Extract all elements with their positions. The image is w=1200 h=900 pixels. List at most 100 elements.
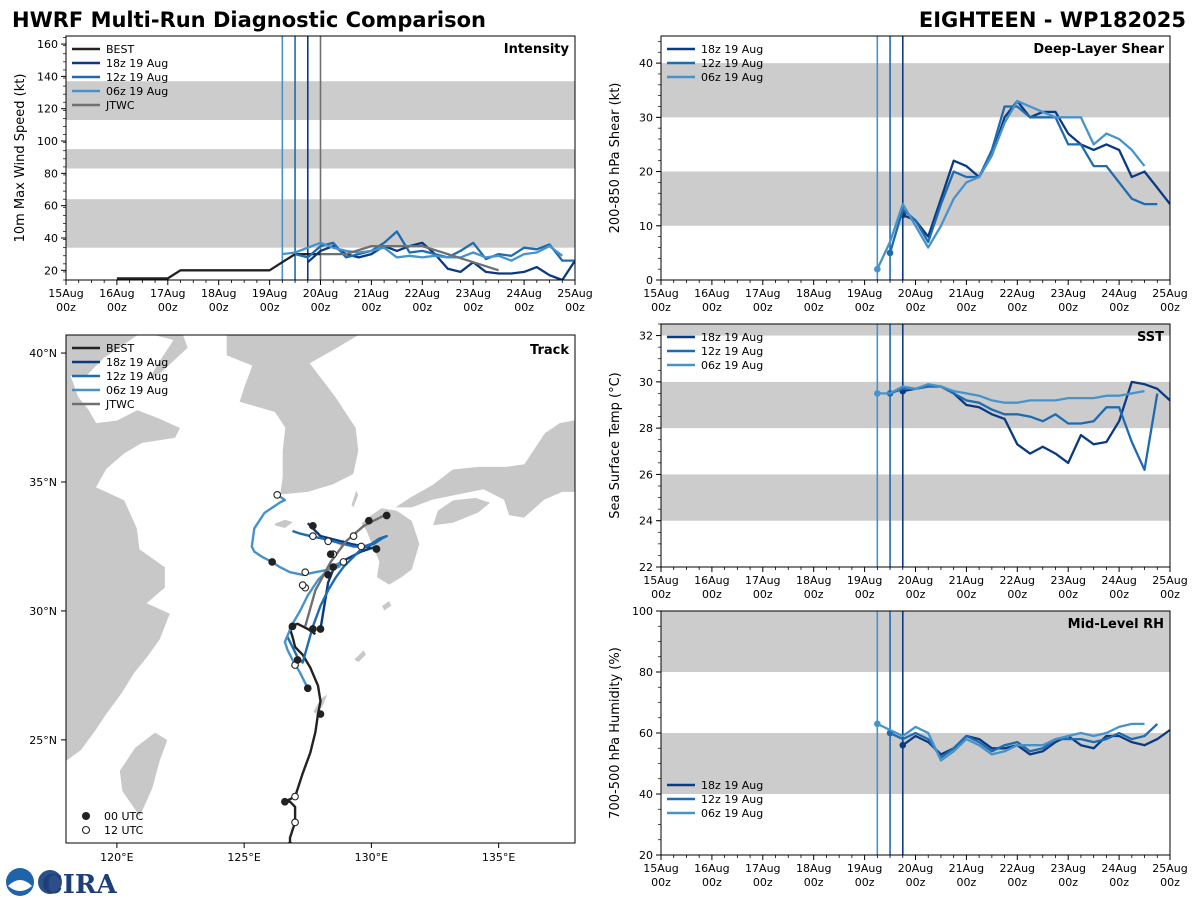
shear-line-06z [876,99,1146,270]
intensity-xtick-label-z: 00z [514,301,534,314]
intensity-xtick-label-z: 00z [260,301,280,314]
rh-xtick-label: 21Aug [949,862,984,875]
rh-band-0 [661,733,1170,794]
sst-xtick-label-z: 00z [1007,588,1027,601]
shear-xtick-label-z: 00z [957,301,977,314]
track-ytick-label: 40°N [29,347,57,360]
shear-xtick-label-z: 00z [1109,301,1129,314]
track-marker-00utc [303,684,312,693]
intensity-xtick-label: 22Aug [405,287,440,300]
sst-xtick-label-z: 00z [957,588,977,601]
sst-panel: 15Aug00z16Aug00z17Aug00z18Aug00z19Aug00z… [608,323,1188,601]
track-xtick-label: 120°E [100,851,133,864]
intensity-xtick-label: 16Aug [99,287,134,300]
rh-line-18z [902,729,1170,756]
shear-start-point-12z [886,249,894,257]
shear-xtick-label: 21Aug [949,287,984,300]
rh-xtick-label-z: 00z [1007,876,1027,889]
rh-ylabel: 700-500 hPa Humidity (%) [608,647,623,819]
shear-legend-label: 18z 19 Aug [701,43,763,56]
shear-line-12z [888,105,1158,254]
intensity-xtick-label: 15Aug [48,287,83,300]
logo-text: CIRA [42,870,117,900]
sst-xtick-label: 19Aug [847,574,882,587]
rh-xtick-label-z: 00z [1058,876,1078,889]
sst-xtick-label-z: 00z [855,588,875,601]
sst-ytick-label: 22 [639,561,653,574]
sst-xtick-label-z: 00z [1058,588,1078,601]
shear-legend-label: 12z 19 Aug [701,57,763,70]
rh-xtick-label: 15Aug [643,862,678,875]
intensity-series-group [116,230,575,280]
sst-ytick-label: 30 [639,376,653,389]
track-frame [65,334,576,844]
shear-xtick-label: 16Aug [694,287,729,300]
track-marker-12utc [357,542,366,551]
shear-band-0 [661,171,1170,226]
shear-panel: 15Aug00z16Aug00z17Aug00z18Aug00z19Aug00z… [608,35,1188,314]
rh-xtick-label-z: 00z [651,876,671,889]
rh-start-point-18z [899,741,907,749]
sst-ytick-label: 24 [639,515,653,528]
rh-xtick-label: 23Aug [1050,862,1085,875]
shear-title: Deep-Layer Shear [1033,42,1164,57]
intensity-xtick-label-z: 00z [362,301,382,314]
shear-ytick-label: 10 [639,220,653,233]
rh-start-point-06z [874,720,881,728]
rh-xtick-label-z: 00z [957,876,977,889]
intensity-xtick-label-z: 00z [412,301,432,314]
rh-ytick-label: 40 [639,788,653,801]
intensity-xtick-label-z: 00z [209,301,229,314]
track-legend-label: 06z 19 Aug [106,384,168,397]
sst-series-group [874,380,1170,471]
intensity-ytick-label: 40 [44,232,58,245]
rh-xtick-label: 25Aug [1152,862,1187,875]
sst-xtick-label-z: 00z [753,588,773,601]
shear-xtick-label: 18Aug [796,287,831,300]
intensity-panel: 15Aug00z16Aug00z17Aug00z18Aug00z19Aug00z… [13,35,593,314]
track-marker-00utc [281,797,289,806]
intensity-ytick-label: 80 [44,167,58,180]
track-legend-label: 12z 19 Aug [106,370,168,383]
track-xtick-label: 135°E [482,851,515,864]
track-marker-00utc [382,511,391,520]
marker-legend-label: 00 UTC [104,810,144,823]
korea-land [225,335,361,496]
shear-ytick-label: 30 [639,111,653,124]
shear-xtick-label-z: 00z [651,301,671,314]
rh-xtick-label: 22Aug [1000,862,1035,875]
honshu-land [392,419,575,519]
intensity-legend-label: 12z 19 Aug [106,71,168,84]
intensity-xtick-label-z: 00z [158,301,178,314]
rh-xtick-label: 16Aug [694,862,729,875]
intensity-xtick-label: 18Aug [201,287,236,300]
sst-band-0 [661,474,1170,521]
shear-xtick-label: 23Aug [1050,287,1085,300]
sst-xtick-label: 22Aug [1000,574,1035,587]
sst-xtick-label: 18Aug [796,574,831,587]
figure-title-left: HWRF Multi-Run Diagnostic Comparison [12,8,486,32]
rh-xtick-label-z: 00z [753,876,773,889]
intensity-xtick-label: 19Aug [252,287,287,300]
sst-xtick-label-z: 00z [804,588,824,601]
intensity-legend-label: 06z 19 Aug [106,85,168,98]
track-legend-label: 18z 19 Aug [106,356,168,369]
rh-xtick-label-z: 00z [1160,876,1180,889]
intensity-ytick-label: 100 [37,135,58,148]
track-xtick-label: 125°E [227,851,260,864]
intensity-ytick-label: 60 [44,200,58,213]
intensity-xtick-label-z: 00z [311,301,331,314]
rh-line-06z [876,722,1145,762]
track-marker-12utc [291,818,299,827]
shear-xtick-label-z: 00z [753,301,773,314]
rh-xtick-label: 17Aug [745,862,780,875]
rh-xtick-label-z: 00z [906,876,926,889]
track-series-group [250,491,391,843]
intensity-ylabel: 10m Max Wind Speed (kt) [13,74,28,243]
sst-xtick-label-z: 00z [906,588,926,601]
track-marker-00utc [326,550,335,559]
track-marker-00utc [316,625,325,633]
sst-xtick-label: 16Aug [694,574,729,587]
intensity-ytick-label: 160 [37,38,58,51]
